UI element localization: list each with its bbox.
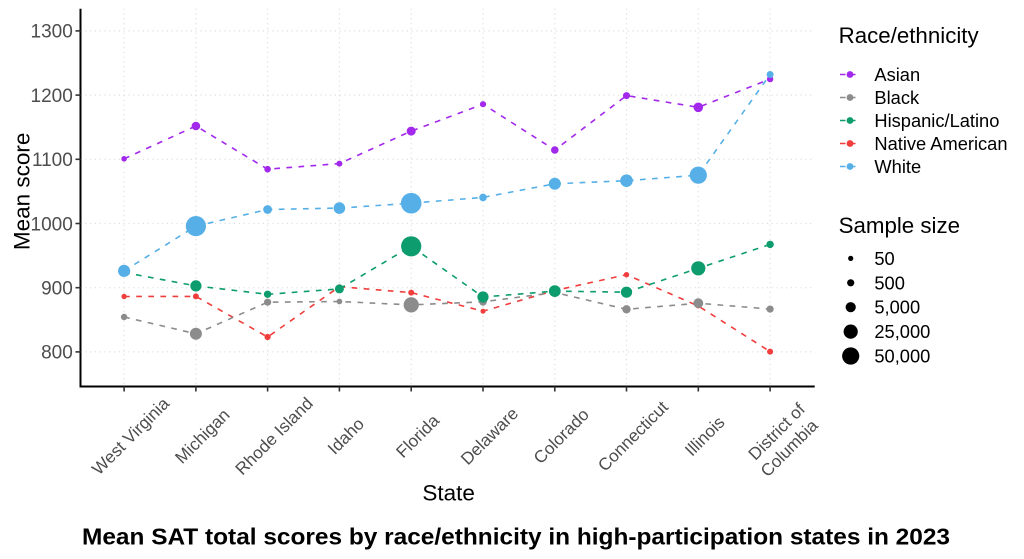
svg-text:1300: 1300 — [31, 22, 73, 43]
svg-text:Black: Black — [874, 87, 920, 108]
svg-text:State: State — [422, 481, 475, 506]
svg-text:1200: 1200 — [31, 86, 73, 107]
svg-text:White: White — [874, 156, 921, 177]
svg-text:Race/ethnicity: Race/ethnicity — [839, 23, 980, 48]
svg-text:1000: 1000 — [31, 214, 73, 235]
svg-text:25,000: 25,000 — [874, 321, 930, 342]
svg-text:Asian: Asian — [874, 64, 920, 85]
svg-text:Mean score: Mean score — [9, 133, 34, 251]
svg-text:Mean SAT total scores by race/: Mean SAT total scores by race/ethnicity … — [82, 524, 950, 550]
svg-text:50: 50 — [874, 248, 894, 269]
svg-text:Native American: Native American — [874, 133, 1007, 154]
svg-text:Hispanic/Latino: Hispanic/Latino — [874, 110, 999, 131]
svg-text:500: 500 — [874, 272, 905, 293]
svg-text:Sample size: Sample size — [839, 213, 960, 238]
svg-text:50,000: 50,000 — [874, 346, 930, 367]
svg-text:900: 900 — [41, 279, 73, 300]
svg-text:1100: 1100 — [32, 150, 73, 171]
svg-text:800: 800 — [41, 343, 73, 364]
svg-text:5,000: 5,000 — [874, 297, 920, 318]
